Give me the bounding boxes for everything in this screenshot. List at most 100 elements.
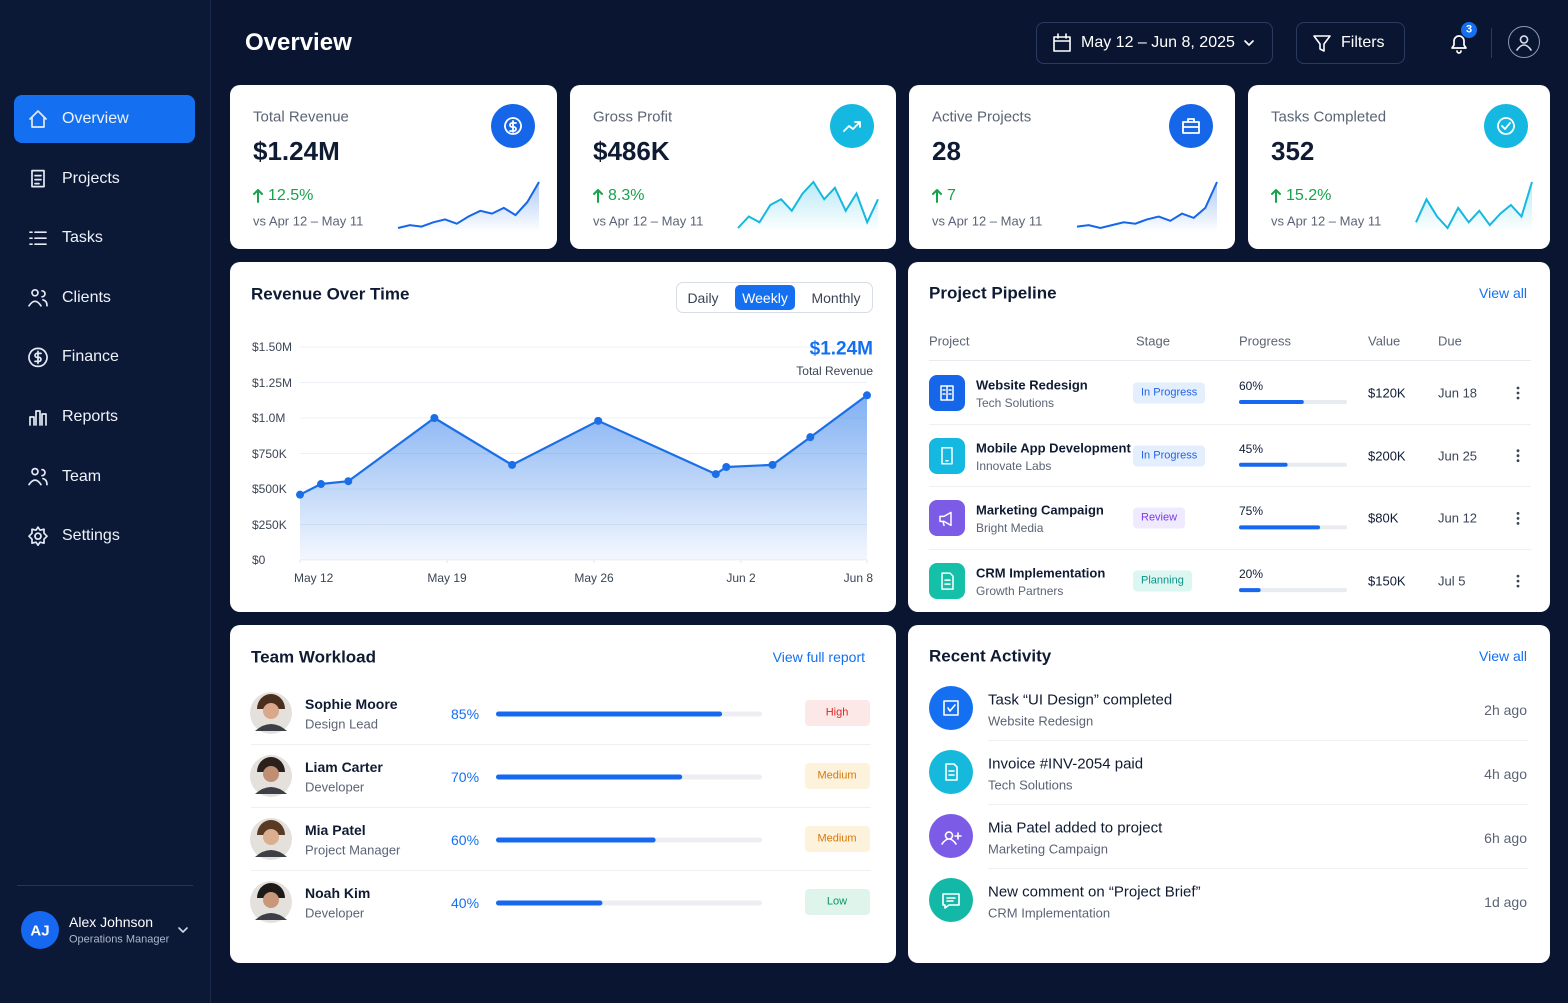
column-header: Due bbox=[1438, 333, 1462, 349]
project-value: $200K bbox=[1368, 448, 1406, 464]
tab[interactable]: Weekly bbox=[742, 290, 788, 306]
avatar-hair bbox=[257, 820, 285, 835]
menu-dot bbox=[1516, 459, 1520, 463]
avatar-body bbox=[255, 787, 287, 794]
icon bbox=[1182, 118, 1200, 134]
annotation-value: $1.24M bbox=[809, 338, 873, 360]
icon bbox=[941, 572, 954, 590]
menu-dot bbox=[1516, 579, 1520, 583]
due-date: Jun 18 bbox=[1438, 385, 1478, 401]
progress-label: 20% bbox=[1239, 567, 1264, 582]
avatar-hair bbox=[257, 694, 285, 709]
client-name: Innovate Labs bbox=[976, 458, 1052, 473]
column-header: Value bbox=[1368, 333, 1401, 349]
avatar-face bbox=[263, 829, 279, 845]
nav-label[interactable]: Team bbox=[62, 467, 102, 485]
kpi-label: Tasks Completed bbox=[1271, 108, 1387, 126]
activity-icon-bg bbox=[929, 750, 973, 794]
date-range[interactable]: May 12 – Jun 8, 2025 bbox=[1081, 34, 1235, 51]
row-rule bbox=[929, 423, 1531, 425]
activity-icon-bg bbox=[929, 878, 973, 922]
icon bbox=[1313, 35, 1331, 52]
stage-badge: Review bbox=[1133, 507, 1186, 529]
nav-label[interactable]: Overview bbox=[62, 110, 129, 127]
icon bbox=[1497, 117, 1515, 135]
kpi-change: 8.3% bbox=[608, 187, 645, 204]
tab[interactable]: Monthly bbox=[811, 290, 861, 306]
due-date: Jul 5 bbox=[1438, 573, 1466, 589]
date-picker[interactable] bbox=[1036, 22, 1273, 64]
nav-label[interactable]: Reports bbox=[62, 408, 119, 425]
stage-badge: In Progress bbox=[1133, 445, 1206, 467]
link[interactable]: View all bbox=[1479, 285, 1527, 301]
x-tick-label: Jun 8 bbox=[843, 571, 873, 585]
kpi-change: 12.5% bbox=[268, 187, 314, 204]
activity-title: Invoice #INV-2054 paid bbox=[988, 755, 1144, 773]
sparkline bbox=[1076, 181, 1218, 230]
nav-label[interactable]: Settings bbox=[62, 527, 120, 545]
nav-label[interactable]: Finance bbox=[62, 348, 119, 366]
load-bar bbox=[496, 837, 656, 843]
icon bbox=[29, 110, 47, 128]
load-bar bbox=[496, 774, 683, 780]
kpi-icon-bg bbox=[1484, 104, 1528, 148]
avatar-face bbox=[263, 892, 279, 908]
filters-label[interactable]: Filters bbox=[1341, 34, 1385, 51]
menu-dot bbox=[1516, 584, 1520, 588]
link[interactable]: View full report bbox=[772, 649, 865, 665]
filters-button[interactable] bbox=[1296, 22, 1405, 64]
point bbox=[430, 414, 439, 422]
tab-group bbox=[676, 282, 873, 313]
activity-subtitle: CRM Implementation bbox=[988, 905, 1111, 921]
kpi-label: Total Revenue bbox=[253, 108, 349, 126]
kpi-compare: vs Apr 12 – May 11 bbox=[593, 213, 704, 229]
kpi-value: $486K bbox=[593, 136, 670, 166]
member-role: Developer bbox=[305, 779, 365, 795]
header-divider bbox=[1491, 28, 1492, 58]
level-label: Medium bbox=[817, 832, 857, 845]
activity-card bbox=[908, 625, 1550, 963]
client-name: Bright Media bbox=[976, 521, 1044, 536]
y-tick-label: $750K bbox=[252, 446, 287, 461]
icon bbox=[941, 831, 962, 845]
activity-title: New comment on “Project Brief” bbox=[988, 883, 1201, 901]
tab[interactable]: Daily bbox=[687, 290, 719, 306]
due-date: Jun 25 bbox=[1438, 448, 1478, 464]
avatar-body bbox=[255, 850, 287, 857]
activity-time: 4h ago bbox=[1484, 766, 1527, 782]
load-bar bbox=[496, 711, 723, 717]
level-badge bbox=[805, 700, 870, 726]
nav-label[interactable]: Tasks bbox=[62, 229, 103, 247]
due-date: Jun 12 bbox=[1438, 510, 1478, 526]
sparkline-area bbox=[1416, 182, 1532, 232]
project-value: $150K bbox=[1368, 573, 1406, 589]
column-header: Progress bbox=[1239, 333, 1292, 349]
member-role: Design Lead bbox=[305, 716, 378, 732]
column-header: Project bbox=[929, 333, 970, 349]
progress-bar bbox=[1239, 588, 1261, 593]
progress-bar bbox=[1239, 400, 1304, 404]
client-name: Tech Solutions bbox=[976, 396, 1055, 410]
tab-active bbox=[735, 285, 795, 310]
card-title: Recent Activity bbox=[929, 646, 1052, 666]
row-rule bbox=[988, 868, 1528, 869]
point bbox=[296, 490, 304, 499]
icon bbox=[843, 121, 861, 132]
nav-label[interactable]: Projects bbox=[62, 169, 120, 187]
header-rule bbox=[929, 360, 1531, 361]
profile-button[interactable] bbox=[1508, 26, 1540, 58]
icon bbox=[939, 511, 952, 527]
icon bbox=[1244, 40, 1254, 46]
progress-label: 60% bbox=[1239, 379, 1264, 393]
annotation-label: Total Revenue bbox=[796, 364, 873, 378]
icon bbox=[1053, 33, 1071, 52]
menu-dot bbox=[1516, 454, 1520, 458]
icon bbox=[31, 169, 45, 188]
kpi-value: 352 bbox=[1271, 136, 1315, 166]
kpi-label: Gross Profit bbox=[593, 108, 673, 126]
menu-dot bbox=[1516, 574, 1520, 578]
member-name: Noah Kim bbox=[305, 885, 371, 901]
link[interactable]: View all bbox=[1479, 648, 1527, 664]
nav-label[interactable]: Clients bbox=[62, 288, 111, 306]
